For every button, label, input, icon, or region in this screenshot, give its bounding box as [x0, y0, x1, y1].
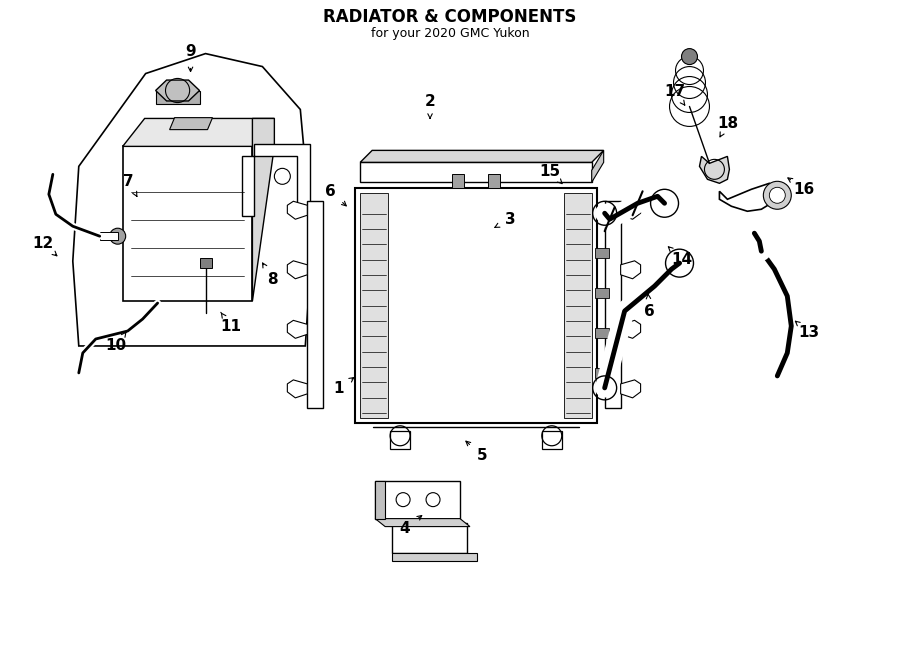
Circle shape [681, 49, 698, 65]
Text: 6: 6 [325, 184, 336, 199]
Polygon shape [242, 144, 310, 216]
Polygon shape [542, 431, 562, 449]
Polygon shape [360, 151, 604, 163]
Polygon shape [375, 519, 470, 527]
Polygon shape [699, 157, 729, 183]
Text: 9: 9 [185, 44, 196, 59]
Text: RADIATOR & COMPONENTS: RADIATOR & COMPONENTS [323, 8, 577, 26]
Text: 17: 17 [664, 84, 685, 99]
Polygon shape [392, 523, 467, 553]
Text: 14: 14 [671, 252, 692, 266]
Polygon shape [307, 201, 323, 408]
Circle shape [763, 181, 791, 210]
Text: 6: 6 [644, 303, 655, 319]
Text: 15: 15 [539, 164, 561, 179]
Text: 2: 2 [425, 94, 436, 109]
Text: 13: 13 [798, 325, 820, 340]
Circle shape [770, 187, 786, 204]
Polygon shape [122, 146, 252, 301]
Polygon shape [287, 321, 307, 338]
Polygon shape [605, 201, 621, 408]
Text: 11: 11 [220, 319, 241, 334]
Polygon shape [595, 328, 608, 338]
Text: 3: 3 [505, 212, 515, 227]
Text: 5: 5 [477, 448, 487, 463]
Polygon shape [390, 431, 410, 449]
Polygon shape [719, 183, 778, 212]
Polygon shape [200, 258, 212, 268]
Polygon shape [73, 54, 312, 346]
Polygon shape [563, 193, 591, 418]
Text: 1: 1 [333, 381, 344, 397]
Polygon shape [591, 151, 604, 182]
Text: 18: 18 [717, 116, 738, 131]
Polygon shape [122, 118, 274, 146]
Polygon shape [595, 288, 608, 298]
Text: 8: 8 [267, 272, 278, 287]
Polygon shape [375, 481, 460, 519]
Polygon shape [595, 368, 608, 378]
Text: 16: 16 [794, 182, 814, 197]
Circle shape [110, 228, 126, 244]
Polygon shape [375, 481, 385, 519]
Text: 10: 10 [105, 338, 126, 354]
Polygon shape [169, 118, 212, 130]
Text: 12: 12 [32, 236, 53, 251]
Text: for your 2020 GMC Yukon: for your 2020 GMC Yukon [371, 27, 529, 40]
Polygon shape [621, 321, 641, 338]
Text: 4: 4 [400, 521, 410, 536]
Polygon shape [488, 175, 500, 188]
Polygon shape [621, 380, 641, 398]
Text: 7: 7 [123, 174, 134, 189]
Polygon shape [671, 61, 707, 106]
Polygon shape [360, 193, 388, 418]
Polygon shape [621, 261, 641, 279]
Polygon shape [392, 553, 477, 561]
Polygon shape [156, 80, 200, 101]
Polygon shape [452, 175, 464, 188]
Polygon shape [356, 188, 597, 423]
Polygon shape [156, 91, 200, 104]
Polygon shape [621, 201, 641, 219]
Polygon shape [287, 380, 307, 398]
Polygon shape [287, 201, 307, 219]
Polygon shape [252, 118, 274, 301]
Polygon shape [360, 163, 591, 182]
Polygon shape [287, 261, 307, 279]
Polygon shape [595, 248, 608, 258]
Polygon shape [100, 232, 118, 240]
